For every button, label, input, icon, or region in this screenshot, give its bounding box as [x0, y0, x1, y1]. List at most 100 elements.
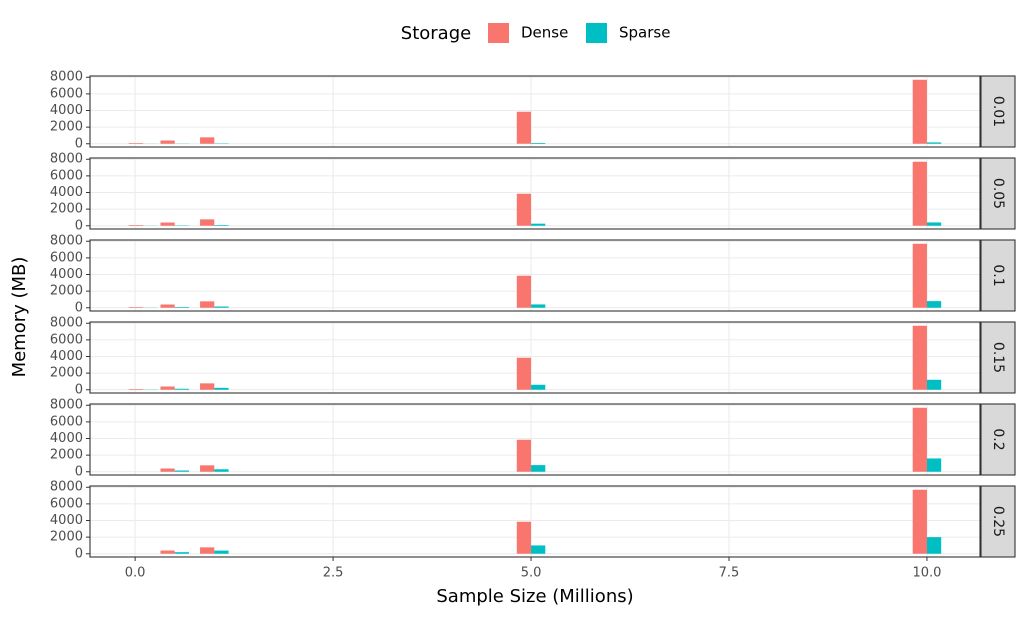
bar	[200, 465, 214, 471]
legend-title: Storage	[401, 23, 471, 44]
y-tick-label: 0	[75, 464, 83, 479]
y-tick-label: 4000	[50, 431, 83, 446]
y-tick-label: 2000	[50, 284, 83, 299]
facet-label: 0.25	[990, 506, 1006, 537]
panel	[90, 404, 980, 475]
bar	[214, 225, 228, 226]
bar	[160, 305, 174, 308]
bar	[531, 385, 545, 390]
y-tick-label: 4000	[50, 349, 83, 364]
bar	[200, 137, 214, 143]
y-tick-label: 0	[75, 546, 83, 561]
y-tick-label: 6000	[50, 168, 83, 183]
bar	[531, 224, 545, 226]
y-tick-label: 8000	[50, 152, 83, 167]
bar	[175, 307, 189, 308]
bar	[175, 552, 189, 554]
bar	[517, 194, 531, 226]
facet-label: 0.15	[990, 342, 1006, 373]
y-tick-label: 8000	[50, 70, 83, 85]
legend-swatch	[586, 23, 607, 43]
y-tick-label: 0	[75, 382, 83, 397]
bar	[200, 383, 214, 389]
x-tick-label: 5.0	[521, 566, 542, 581]
bar	[531, 304, 545, 307]
bar	[913, 162, 927, 226]
bar	[531, 143, 545, 144]
bar	[927, 458, 941, 471]
y-tick-label: 8000	[50, 398, 83, 413]
bar	[913, 408, 927, 472]
bar	[200, 301, 214, 307]
y-tick-label: 8000	[50, 480, 83, 495]
bar	[200, 547, 214, 553]
panel	[90, 158, 980, 229]
bar	[214, 551, 228, 554]
y-tick-label: 6000	[50, 332, 83, 347]
x-axis-label: Sample Size (Millions)	[436, 586, 633, 607]
bar	[175, 389, 189, 390]
bar	[927, 537, 941, 554]
bar	[913, 244, 927, 308]
facet-label: 0.05	[990, 178, 1006, 209]
bar	[927, 142, 941, 143]
bar	[517, 440, 531, 472]
legend-label: Dense	[521, 24, 568, 42]
bar	[129, 389, 143, 390]
y-tick-label: 0	[75, 218, 83, 233]
legend-label: Sparse	[619, 24, 670, 42]
bar	[129, 307, 143, 308]
y-tick-label: 6000	[50, 86, 83, 101]
bar	[160, 469, 174, 472]
bar	[200, 219, 214, 225]
panel	[90, 322, 980, 393]
y-tick-label: 2000	[50, 202, 83, 217]
y-tick-label: 2000	[50, 366, 83, 381]
bar	[913, 80, 927, 144]
bar	[927, 301, 941, 308]
bar	[913, 326, 927, 390]
bar	[160, 387, 174, 390]
x-tick-label: 0.0	[125, 566, 146, 581]
y-tick-label: 8000	[50, 316, 83, 331]
y-tick-label: 6000	[50, 250, 83, 265]
panel	[90, 76, 980, 147]
x-tick-label: 10.0	[912, 566, 941, 581]
bar	[129, 225, 143, 226]
x-tick-label: 7.5	[719, 566, 740, 581]
y-tick-label: 8000	[50, 234, 83, 249]
facet-label: 0.1	[990, 264, 1006, 286]
bar	[214, 307, 228, 308]
bar	[517, 112, 531, 144]
bar	[160, 141, 174, 144]
bar	[517, 276, 531, 308]
bar	[517, 358, 531, 390]
y-tick-label: 4000	[50, 185, 83, 200]
y-tick-label: 0	[75, 136, 83, 151]
y-tick-label: 6000	[50, 496, 83, 511]
y-tick-label: 6000	[50, 414, 83, 429]
y-tick-label: 4000	[50, 267, 83, 282]
bar	[129, 143, 143, 144]
y-tick-label: 2000	[50, 448, 83, 463]
bar	[913, 490, 927, 554]
bar	[214, 388, 228, 390]
bar	[175, 471, 189, 472]
bar	[517, 522, 531, 554]
bar	[160, 223, 174, 226]
panel	[90, 240, 980, 311]
y-tick-label: 4000	[50, 103, 83, 118]
bar	[927, 380, 941, 390]
bar	[531, 465, 545, 472]
y-tick-label: 2000	[50, 530, 83, 545]
facet-label: 0.2	[990, 428, 1006, 450]
y-tick-label: 4000	[50, 513, 83, 528]
legend-swatch	[488, 23, 509, 43]
bar	[531, 545, 545, 553]
y-axis-label: Memory (MB)	[9, 257, 30, 378]
bar	[927, 222, 941, 225]
bar	[160, 551, 174, 554]
y-tick-label: 2000	[50, 120, 83, 135]
bar	[214, 469, 228, 471]
